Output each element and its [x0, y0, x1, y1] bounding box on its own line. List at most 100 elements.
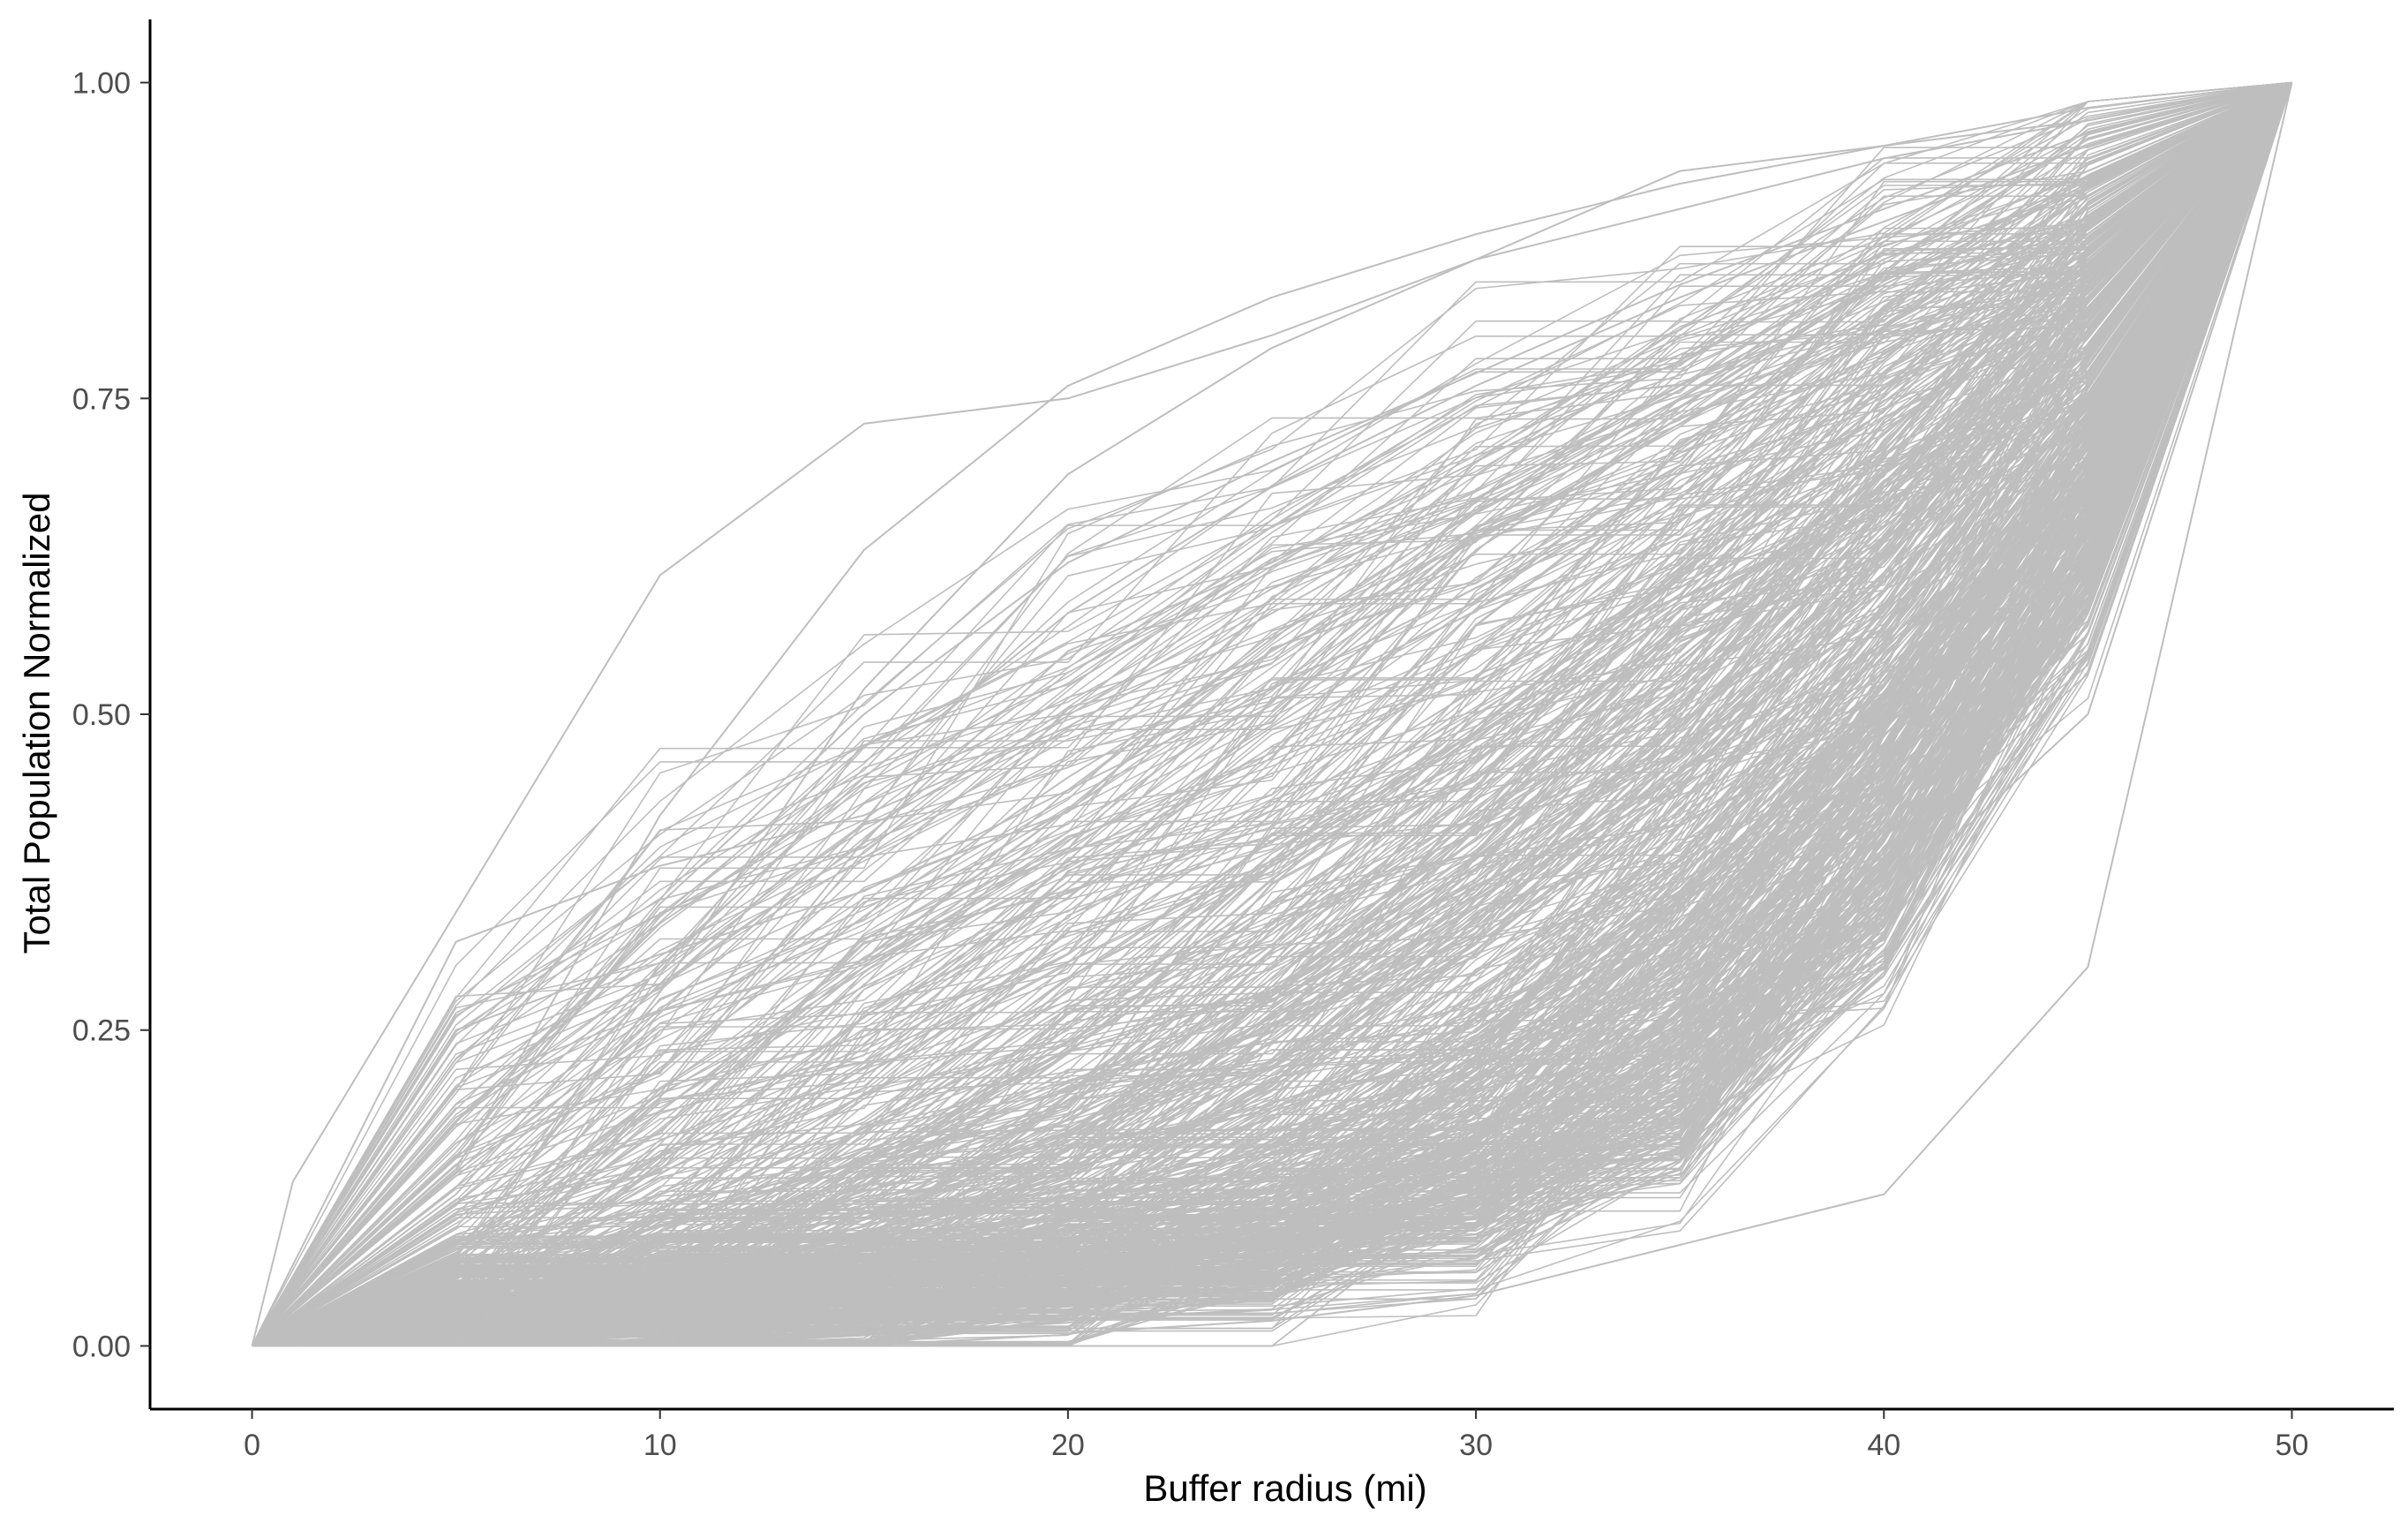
y-axis-ticks: 0.00 0.25 0.50 0.75 1.00 — [72, 67, 150, 1363]
series-line — [252, 81, 2293, 1347]
series-line-21 — [252, 81, 2293, 1347]
series-line — [252, 82, 2293, 1347]
series-line — [252, 81, 2293, 1347]
series-line — [252, 81, 2292, 1347]
series-line-12 — [252, 82, 2293, 1347]
series-line — [252, 81, 2292, 1347]
x-tick-label: 0 — [244, 1429, 260, 1462]
series-line — [252, 81, 2292, 1347]
series-line — [251, 81, 2292, 1346]
series-line-20 — [252, 81, 2292, 1347]
x-tick-label: 10 — [643, 1429, 677, 1462]
series-line-8 — [252, 81, 2293, 1347]
series-line — [251, 81, 2292, 1346]
series-line — [252, 81, 2292, 1347]
series-line — [252, 82, 2293, 1347]
series-line — [252, 81, 2292, 1347]
series-line — [251, 81, 2292, 1346]
series-line-7 — [252, 81, 2293, 1347]
series-line — [252, 82, 2293, 1347]
series-line — [252, 81, 2293, 1347]
series-line — [252, 82, 2293, 1347]
series-line-19 — [252, 82, 2293, 1347]
series-line — [252, 82, 2293, 1347]
series-line — [251, 81, 2292, 1346]
series-line — [252, 81, 2292, 1347]
y-axis-title: Total Population Normalized — [16, 493, 57, 954]
series-line — [252, 82, 2293, 1347]
series-line — [252, 82, 2293, 1347]
series-line — [252, 82, 2293, 1347]
x-tick-label: 20 — [1051, 1429, 1085, 1462]
series-line — [252, 81, 2292, 1347]
series-line — [252, 81, 2292, 1347]
y-tick-label: 0.50 — [72, 698, 131, 732]
series-line — [251, 81, 2292, 1346]
series-line-11 — [252, 82, 2293, 1347]
series-line-15 — [252, 81, 2293, 1347]
series-line — [252, 82, 2293, 1347]
series-line-5 — [252, 81, 2292, 1347]
y-tick-label: 0.25 — [72, 1014, 131, 1048]
series-line — [252, 81, 2292, 1347]
series-line — [252, 81, 2292, 1347]
series-line — [252, 82, 2293, 1347]
series-line — [252, 82, 2293, 1347]
series-line — [252, 81, 2292, 1347]
series-line-3 — [251, 81, 2292, 1347]
series-line — [251, 81, 2292, 1346]
series-line — [252, 82, 2293, 1347]
series-line — [251, 81, 2292, 1346]
x-tick-label: 50 — [2276, 1429, 2309, 1462]
series-line — [252, 81, 2292, 1347]
y-tick-label: 1.00 — [72, 67, 131, 101]
series-line — [252, 82, 2293, 1347]
series-line-16 — [252, 81, 2292, 1347]
series-line — [252, 82, 2293, 1347]
series-line — [252, 81, 2292, 1347]
series-line — [252, 81, 2292, 1347]
series-line — [251, 81, 2292, 1346]
series-line-6 — [252, 81, 2293, 1347]
series-layer — [251, 81, 2293, 1347]
series-line — [252, 82, 2293, 1347]
x-tick-label: 40 — [1867, 1429, 1900, 1462]
series-line — [251, 81, 2292, 1347]
series-line — [252, 81, 2292, 1347]
series-line — [252, 81, 2292, 1347]
series-line — [252, 82, 2293, 1347]
series-line — [252, 81, 2292, 1347]
series-line — [252, 81, 2292, 1347]
series-line-18 — [252, 82, 2293, 1347]
series-line — [252, 82, 2293, 1347]
y-tick-label: 0.00 — [72, 1330, 131, 1363]
series-line — [251, 81, 2292, 1346]
series-line-17 — [251, 81, 2292, 1347]
series-line — [252, 81, 2292, 1347]
series-line — [251, 81, 2292, 1346]
series-line — [252, 81, 2292, 1347]
series-line — [251, 81, 2292, 1346]
series-line — [252, 81, 2292, 1347]
series-line — [251, 81, 2292, 1346]
x-tick-label: 30 — [1459, 1429, 1493, 1462]
series-line-1 — [251, 81, 2292, 1346]
series-line — [251, 81, 2292, 1346]
series-line — [252, 82, 2293, 1347]
series-line — [251, 81, 2292, 1347]
series-line — [252, 82, 2293, 1347]
series-line — [251, 81, 2292, 1346]
series-line — [252, 81, 2292, 1347]
series-line — [252, 81, 2292, 1347]
series-line — [252, 81, 2292, 1347]
y-tick-label: 0.75 — [72, 382, 131, 416]
series-line — [252, 81, 2293, 1347]
series-line — [251, 81, 2292, 1346]
series-line — [252, 82, 2293, 1347]
series-line-23 — [251, 81, 2292, 1347]
series-line-4 — [252, 81, 2292, 1347]
series-line — [252, 81, 2292, 1347]
series-line — [251, 81, 2292, 1346]
series-line — [252, 82, 2293, 1347]
